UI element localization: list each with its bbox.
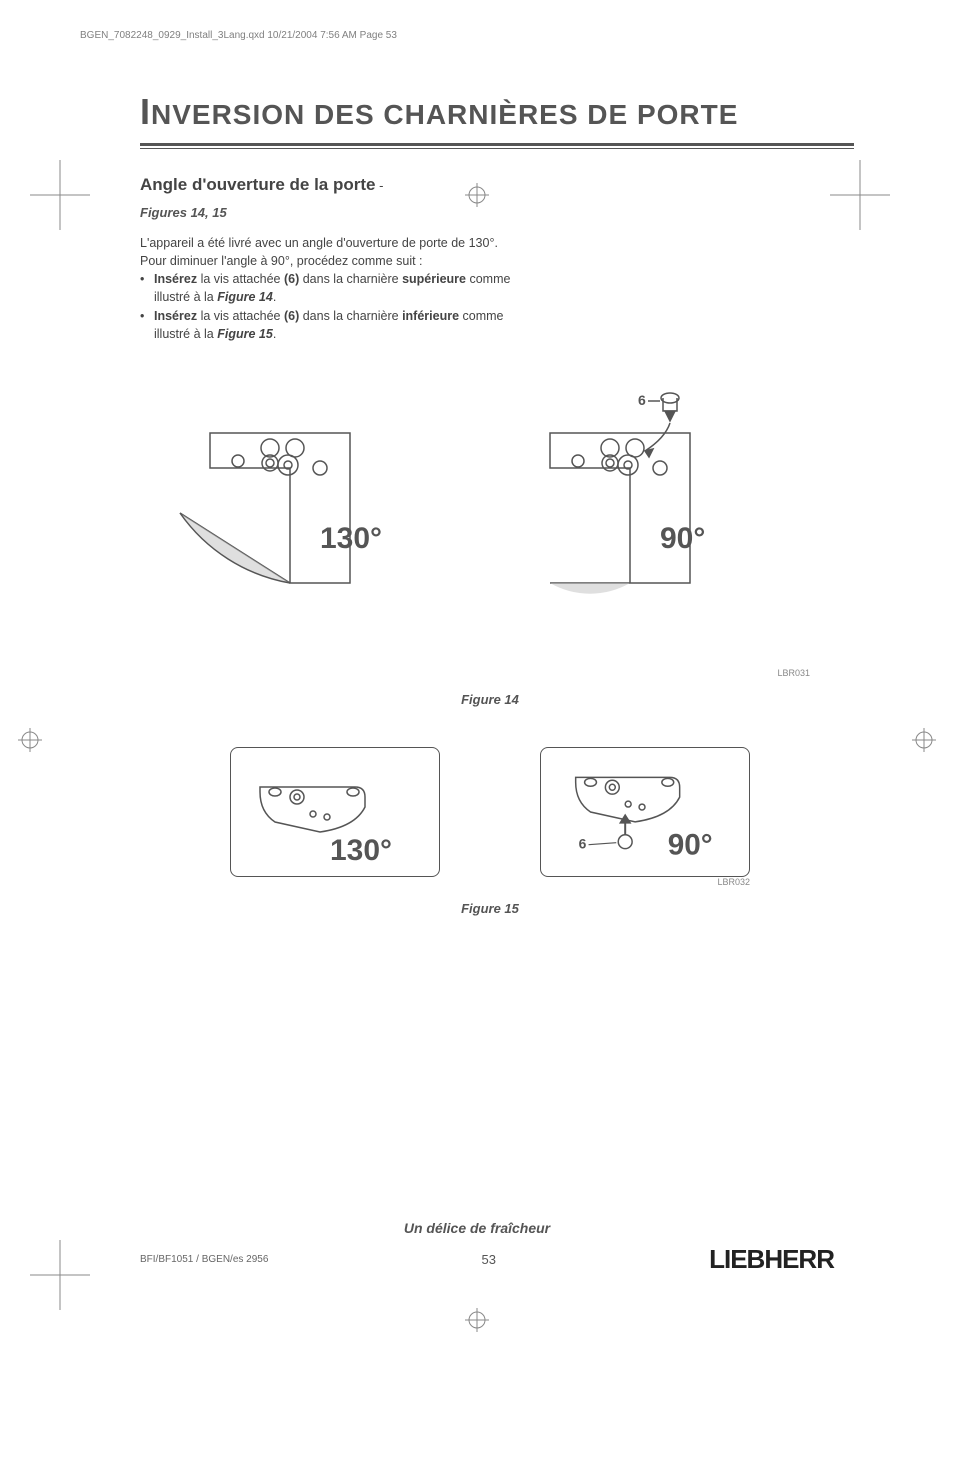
figure-14: 130° 6 <box>170 383 810 916</box>
figure-14-caption: Figure 14 <box>170 692 810 707</box>
tagline: Un délice de fraîcheur <box>0 1220 954 1236</box>
doc-id: BFI/BF1051 / BGEN/es 2956 <box>140 1254 268 1265</box>
print-runner: BGEN_7082248_0929_Install_3Lang.qxd 10/2… <box>0 0 954 41</box>
footer: Un délice de fraîcheur BFI/BF1051 / BGEN… <box>0 1220 954 1275</box>
figure-14-svg: 130° 6 <box>170 383 810 663</box>
figure-15-caption: Figure 15 <box>170 901 810 916</box>
figure-15: 130° <box>230 747 810 877</box>
callout-6-bottom: 6 <box>579 835 587 851</box>
figure-14-code: LBR031 <box>170 668 810 678</box>
fig15-130-label: 130° <box>330 834 392 867</box>
section-heading: Angle d'ouverture de la porte - <box>140 175 854 195</box>
fig15-left: 130° <box>230 747 440 877</box>
title-first-letter: I <box>140 91 151 132</box>
figure-15-code: LBR032 <box>170 877 750 887</box>
brand-logo: LIEBHERR <box>709 1244 834 1275</box>
title-rest: NVERSION DES CHARNIÈRES DE PORTE <box>151 99 738 130</box>
bullet-1: Insérez la vis attachée (6) dans la char… <box>140 270 520 306</box>
page-number: 53 <box>482 1252 496 1267</box>
fig15-90-label: 90° <box>668 828 713 861</box>
angle-90-label: 90° <box>660 522 705 555</box>
fig15-right: 6 90° <box>540 747 750 877</box>
body-text: L'appareil a été livré avec un angle d'o… <box>140 234 520 343</box>
bullet-2: Insérez la vis attachée (6) dans la char… <box>140 307 520 343</box>
intro-line-2: Pour diminuer l'angle à 90°, procédez co… <box>140 252 520 270</box>
screw-icon <box>661 393 679 421</box>
intro-line-1: L'appareil a été livré avec un angle d'o… <box>140 234 520 252</box>
section-subheading: Figures 14, 15 <box>140 205 854 220</box>
callout-6-top: 6 <box>638 392 646 408</box>
angle-130-label: 130° <box>320 522 382 555</box>
main-content: INVERSION DES CHARNIÈRES DE PORTE Angle … <box>0 41 954 916</box>
page-title: INVERSION DES CHARNIÈRES DE PORTE <box>140 91 854 139</box>
title-underline <box>140 143 854 149</box>
